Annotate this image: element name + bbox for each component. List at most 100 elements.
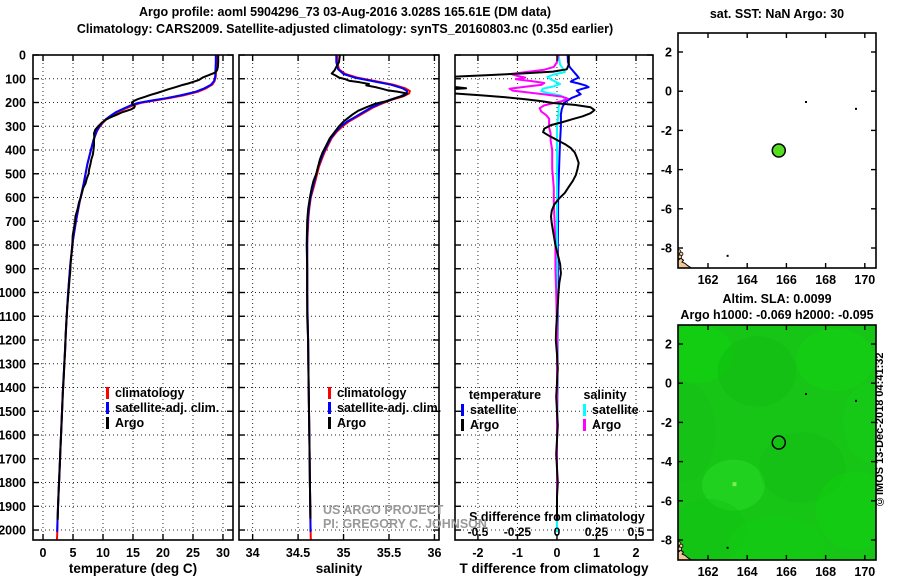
- legend-label: satellite: [470, 403, 517, 417]
- legend-label: satellite-adj. clim.: [115, 401, 219, 415]
- legend-label: Argo: [337, 416, 367, 430]
- series-argo: [56, 55, 220, 521]
- argo-float-marker: [771, 435, 787, 450]
- x-tick-label: 34: [246, 546, 260, 560]
- lat-tick-label: 2: [665, 46, 672, 60]
- sst-map: 162 164 166 168 170 2 0 -2 -4 -6 -8 sat. SST: NaN A…: [661, 7, 877, 287]
- x-tick-label: -1: [512, 546, 523, 560]
- depth-tick-label: 1600: [0, 429, 26, 443]
- sla-patch: [678, 325, 734, 384]
- depth-tick-label: 800: [5, 239, 26, 253]
- legend-marker: [106, 417, 109, 429]
- legend-marker: [461, 419, 464, 431]
- depth-tick-label: 1100: [0, 310, 26, 324]
- lat-tick-label: -4: [661, 163, 672, 177]
- map-title: Argo h1000: -0.069 h2000: -0.095: [680, 308, 873, 322]
- temperature-profile: 0 5 10 15 20 25 300100200300400500600700800900…: [0, 49, 234, 576]
- difference-profile: -2 -1 0 1 2T difference from climatology S di…: [454, 54, 654, 576]
- legend-header: temperature: [469, 388, 541, 402]
- sla-bright-spot: [732, 482, 737, 487]
- inner-axis-title: S difference from climatology: [469, 510, 645, 524]
- lat-tick-label: -4: [661, 455, 672, 469]
- x-tick-label: 0: [553, 546, 560, 560]
- x-axis-label: salinity: [316, 561, 363, 576]
- series-argo: [305, 55, 409, 520]
- depth-tick-label: 100: [5, 72, 26, 86]
- x-tick-label: 0: [40, 546, 47, 560]
- depth-tick-label: 1000: [0, 286, 26, 300]
- inner-tick-label: -0.25: [504, 525, 532, 539]
- figure-title-line1: Argo profile: aoml 5904296_73 03-Aug-201…: [139, 5, 551, 19]
- islet: [678, 546, 682, 552]
- series-satellite-adj-clim-: [56, 55, 217, 533]
- depth-tick-label: 1500: [0, 405, 26, 419]
- series-climatology: [55, 55, 218, 540]
- map-speck: [805, 392, 808, 395]
- axes-box: [454, 54, 654, 541]
- depth-tick-label: 0: [19, 49, 26, 63]
- series-satellite-adj-clim-: [306, 55, 409, 533]
- x-tick-label: 35: [337, 546, 351, 560]
- inner-tick-label: 0.25: [585, 525, 609, 539]
- lon-tick-label: 166: [776, 273, 797, 287]
- x-tick-label: 20: [156, 546, 170, 560]
- lat-tick-label: 0: [665, 85, 672, 99]
- depth-tick-label: 1900: [0, 500, 26, 514]
- legend-marker: [461, 404, 464, 416]
- x-axis-label: T difference from climatology: [459, 561, 649, 576]
- x-tick-label: 34.5: [286, 546, 310, 560]
- lon-tick-label: 170: [854, 565, 875, 579]
- map-speck: [855, 107, 858, 110]
- map-speck: [805, 100, 808, 103]
- x-tick-label: 15: [126, 546, 140, 560]
- legend-marker: [328, 417, 331, 429]
- axes-box: [238, 54, 440, 541]
- project-watermark-line2: PI: GREGORY C. JOHNSON: [323, 517, 487, 531]
- land-polygon: [678, 549, 693, 560]
- legend-marker: [583, 404, 586, 416]
- x-tick-label: 2: [633, 546, 640, 560]
- legend-label: climatology: [115, 386, 185, 400]
- legend-marker: [328, 387, 331, 399]
- series-climatology: [306, 55, 411, 540]
- depth-tick-label: 300: [5, 120, 26, 134]
- x-tick-label: 5: [70, 546, 77, 560]
- series-satellite-s-diff: [540, 55, 566, 533]
- series-argo-t-diff: [455, 55, 596, 521]
- lat-tick-label: -2: [661, 416, 672, 430]
- legend-label: Argo: [115, 416, 145, 430]
- series-argo-s-diff: [508, 55, 569, 520]
- lat-tick-label: -2: [661, 124, 672, 138]
- legend-label: satellite-adj. clim.: [337, 401, 441, 415]
- depth-tick-label: 2000: [0, 524, 26, 538]
- figure-title-line2: Climatology: CARS2009. Satellite-adjuste…: [76, 22, 614, 36]
- land-polygon: [678, 257, 693, 268]
- sla-patch: [758, 432, 846, 503]
- legend-label: Argo: [592, 418, 622, 432]
- lat-tick-label: -6: [661, 494, 672, 508]
- lat-tick-label: -8: [661, 242, 672, 256]
- depth-tick-label: 400: [5, 144, 26, 158]
- x-tick-label: 36: [428, 546, 442, 560]
- map-title: sat. SST: NaN Argo: 30: [710, 7, 844, 21]
- sla-patch: [717, 336, 797, 407]
- lon-tick-label: 168: [815, 273, 836, 287]
- lat-tick-label: -6: [661, 202, 672, 216]
- depth-tick-label: 900: [5, 262, 26, 276]
- map-title: Altim. SLA: 0.0099: [722, 292, 831, 306]
- sla-patch: [678, 383, 716, 482]
- legend-label: Argo: [470, 418, 500, 432]
- sla-patch: [796, 328, 875, 392]
- map-speck: [855, 399, 858, 402]
- map-speck: [726, 254, 729, 257]
- project-watermark: US ARGO PROJECT PI: GREGORY C. JOHNSON: [323, 503, 487, 531]
- lon-tick-label: 168: [815, 565, 836, 579]
- depth-tick-label: 1800: [0, 476, 26, 490]
- lat-tick-label: 2: [665, 338, 672, 352]
- legend-marker: [106, 387, 109, 399]
- axes-box: [677, 324, 877, 561]
- x-tick-label: 30: [216, 546, 230, 560]
- axes-box: [677, 32, 877, 269]
